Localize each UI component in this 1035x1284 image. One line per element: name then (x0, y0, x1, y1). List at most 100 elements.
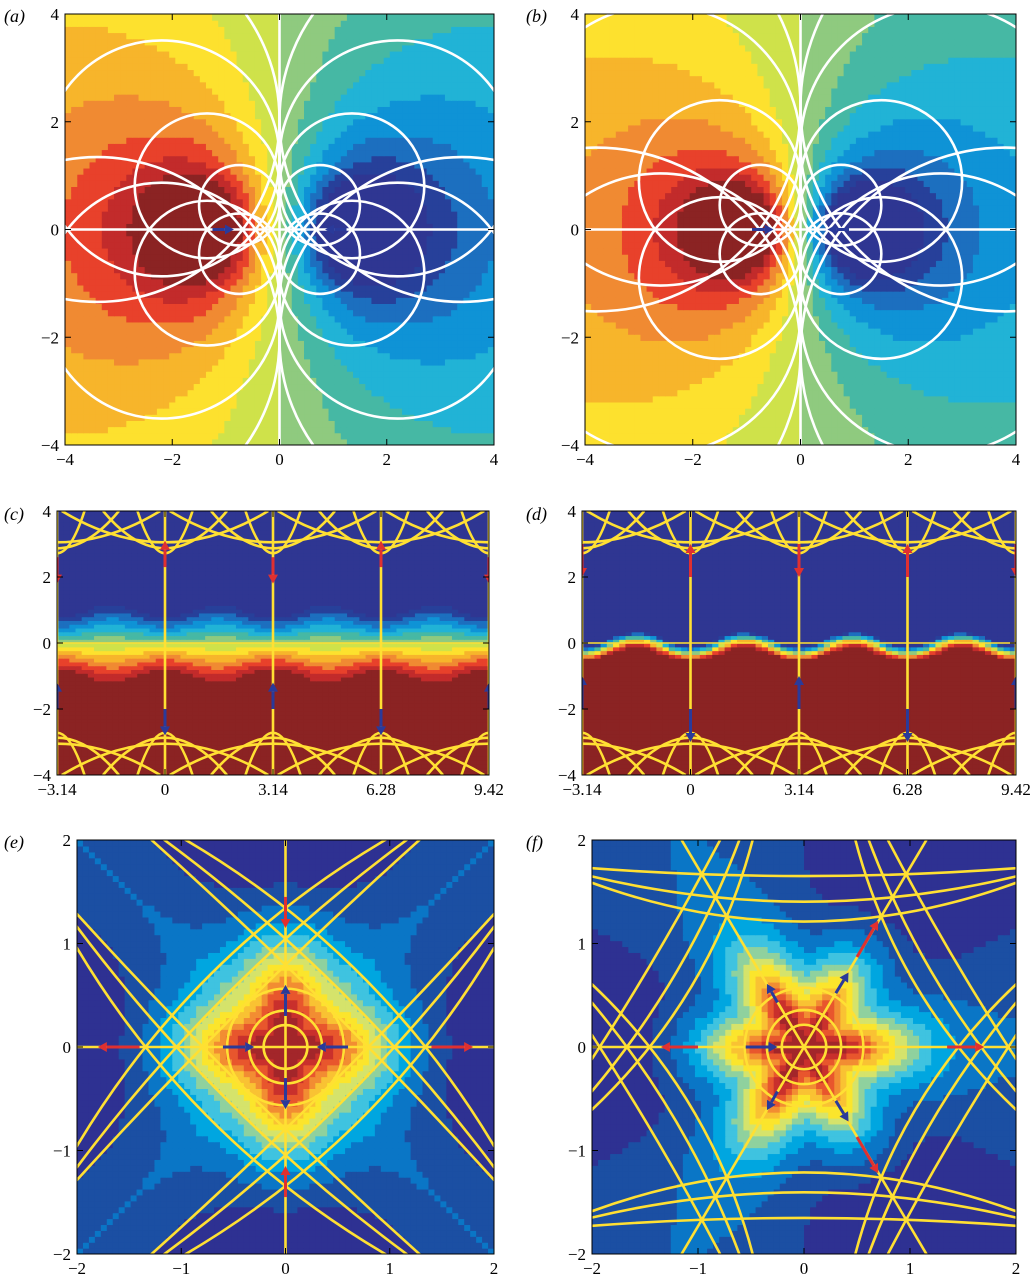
ytick-label-f-2: 0 (578, 1038, 587, 1057)
ytick-label-b-4: 4 (571, 5, 580, 24)
xtick-label-a-2: 0 (275, 450, 284, 469)
ytick-label-c-4: 4 (43, 502, 52, 521)
xtick-label-f-0: −2 (583, 1259, 601, 1278)
arrow-b-0 (752, 224, 774, 235)
xtick-label-c-1: 0 (161, 780, 170, 799)
ytick-label-d-1: −2 (558, 700, 576, 719)
arrow-c-7 (484, 682, 489, 709)
arrow-c-6 (268, 682, 278, 709)
panel-c: −3.14 0 3.14 6.28 9.42 −4 −2 0 2 4 (c) (4, 502, 504, 799)
xtick-label-a-4: 4 (490, 450, 499, 469)
arrow-d-5 (582, 676, 587, 709)
xtick-label-c-4: 9.42 (474, 780, 504, 799)
arrow-d-8 (685, 709, 696, 742)
arrow-f-7 (766, 983, 779, 1004)
panel-d: −3.14 0 3.14 6.28 9.42 −4 −2 0 2 4 (d) (526, 502, 1031, 799)
ytick-label-d-3: 2 (568, 568, 577, 587)
xtick-label-b-1: −2 (684, 450, 702, 469)
arrow-d-1 (902, 544, 913, 577)
arrow-e-7 (280, 1078, 291, 1110)
xtick-label-d-0: −3.14 (562, 780, 602, 799)
panel-f: −2 −1 0 1 2 −2 −1 0 1 2 (f) (526, 831, 1021, 1278)
arrows-f (660, 920, 985, 1174)
xtick-label-e-0: −2 (68, 1259, 86, 1278)
xtick-label-b-2: 0 (796, 450, 805, 469)
xtick-label-b-0: −4 (576, 450, 595, 469)
xtick-label-f-4: 2 (1012, 1259, 1021, 1278)
arrow-d-7 (1011, 676, 1016, 709)
panel-a: −4 −2 0 2 4 −4 −2 0 2 4 (a) (4, 5, 499, 469)
ytick-label-e-1: −1 (53, 1142, 71, 1161)
ytick-label-e-4: 2 (63, 831, 72, 850)
ytick-label-c-3: 2 (43, 568, 52, 587)
xtick-label-d-3: 6.28 (893, 780, 923, 799)
arrow-c-5 (57, 682, 62, 709)
arrow-b-1 (827, 224, 849, 235)
panel-label-f: (f) (526, 832, 543, 853)
arrow-e-2 (280, 896, 291, 928)
ytick-label-d-0: −4 (558, 766, 577, 785)
xtick-label-b-4: 4 (1012, 450, 1021, 469)
ytick-label-b-0: −4 (561, 436, 580, 455)
ytick-label-a-1: −2 (41, 328, 59, 347)
arrow-c-8 (160, 709, 170, 736)
arrow-a-0 (212, 224, 234, 235)
xtick-label-e-3: 1 (386, 1259, 395, 1278)
ytick-label-e-3: 1 (63, 935, 72, 954)
ytick-label-f-4: 2 (578, 831, 587, 850)
arrow-c-1 (376, 540, 386, 568)
arrows-e (97, 896, 474, 1198)
arrow-d-3 (794, 544, 804, 577)
xtick-label-d-1: 0 (686, 780, 695, 799)
arrow-e-3 (280, 1166, 291, 1198)
ytick-label-d-2: 0 (568, 634, 577, 653)
xtick-label-a-3: 2 (383, 450, 392, 469)
ytick-label-e-2: 0 (63, 1038, 72, 1057)
arrow-f-8 (766, 1090, 779, 1111)
xtick-label-f-2: 0 (800, 1259, 809, 1278)
arrows-b (752, 224, 849, 235)
arrow-f-2 (855, 920, 879, 958)
xtick-label-b-3: 2 (904, 450, 913, 469)
ytick-label-c-2: 0 (43, 634, 52, 653)
xtick-label-e-4: 2 (490, 1259, 499, 1278)
panel-label-d: (d) (526, 504, 547, 525)
panel-b: −4 −2 0 2 4 −4 −2 0 2 4 (b) (526, 5, 1021, 469)
ytick-label-c-1: −2 (33, 700, 51, 719)
arrow-c-9 (376, 709, 386, 736)
arrow-f-4 (745, 1042, 778, 1052)
streamlines-e (77, 840, 494, 1254)
arrow-e-6 (280, 984, 291, 1016)
streamlines-a (65, 14, 494, 445)
ytick-label-f-1: −1 (568, 1142, 586, 1161)
arrows-a (212, 224, 347, 235)
streamlines-b (585, 14, 1016, 445)
ytick-label-b-2: 0 (571, 221, 580, 240)
arrow-d-9 (902, 709, 913, 742)
arrow-e-5 (316, 1042, 349, 1052)
panel-e: −2 −1 0 1 2 −2 −1 0 1 2 (e) (4, 831, 499, 1278)
arrow-f-6 (834, 1100, 849, 1122)
xtick-label-f-3: 1 (906, 1259, 915, 1278)
ytick-label-b-3: 2 (571, 113, 580, 132)
ytick-label-a-0: −4 (41, 436, 60, 455)
xtick-label-c-2: 3.14 (258, 780, 288, 799)
arrow-f-1 (947, 1042, 985, 1052)
arrows-c (57, 540, 489, 736)
arrow-d-2 (582, 544, 587, 577)
ytick-label-a-3: 2 (51, 113, 60, 132)
arrow-e-0 (97, 1042, 140, 1052)
arrow-f-3 (855, 1136, 879, 1174)
ytick-label-d-4: 4 (568, 502, 577, 521)
xtick-label-a-1: −2 (163, 450, 181, 469)
xtick-label-e-2: 0 (281, 1259, 290, 1278)
arrow-f-0 (660, 1042, 698, 1052)
ytick-label-a-4: 4 (51, 5, 60, 24)
arrow-f-5 (834, 972, 849, 994)
ytick-label-b-1: −2 (561, 328, 579, 347)
xtick-label-f-1: −1 (689, 1259, 707, 1278)
ytick-label-f-0: −2 (568, 1245, 586, 1264)
arrow-d-0 (685, 544, 696, 577)
arrow-d-4 (1011, 544, 1016, 577)
